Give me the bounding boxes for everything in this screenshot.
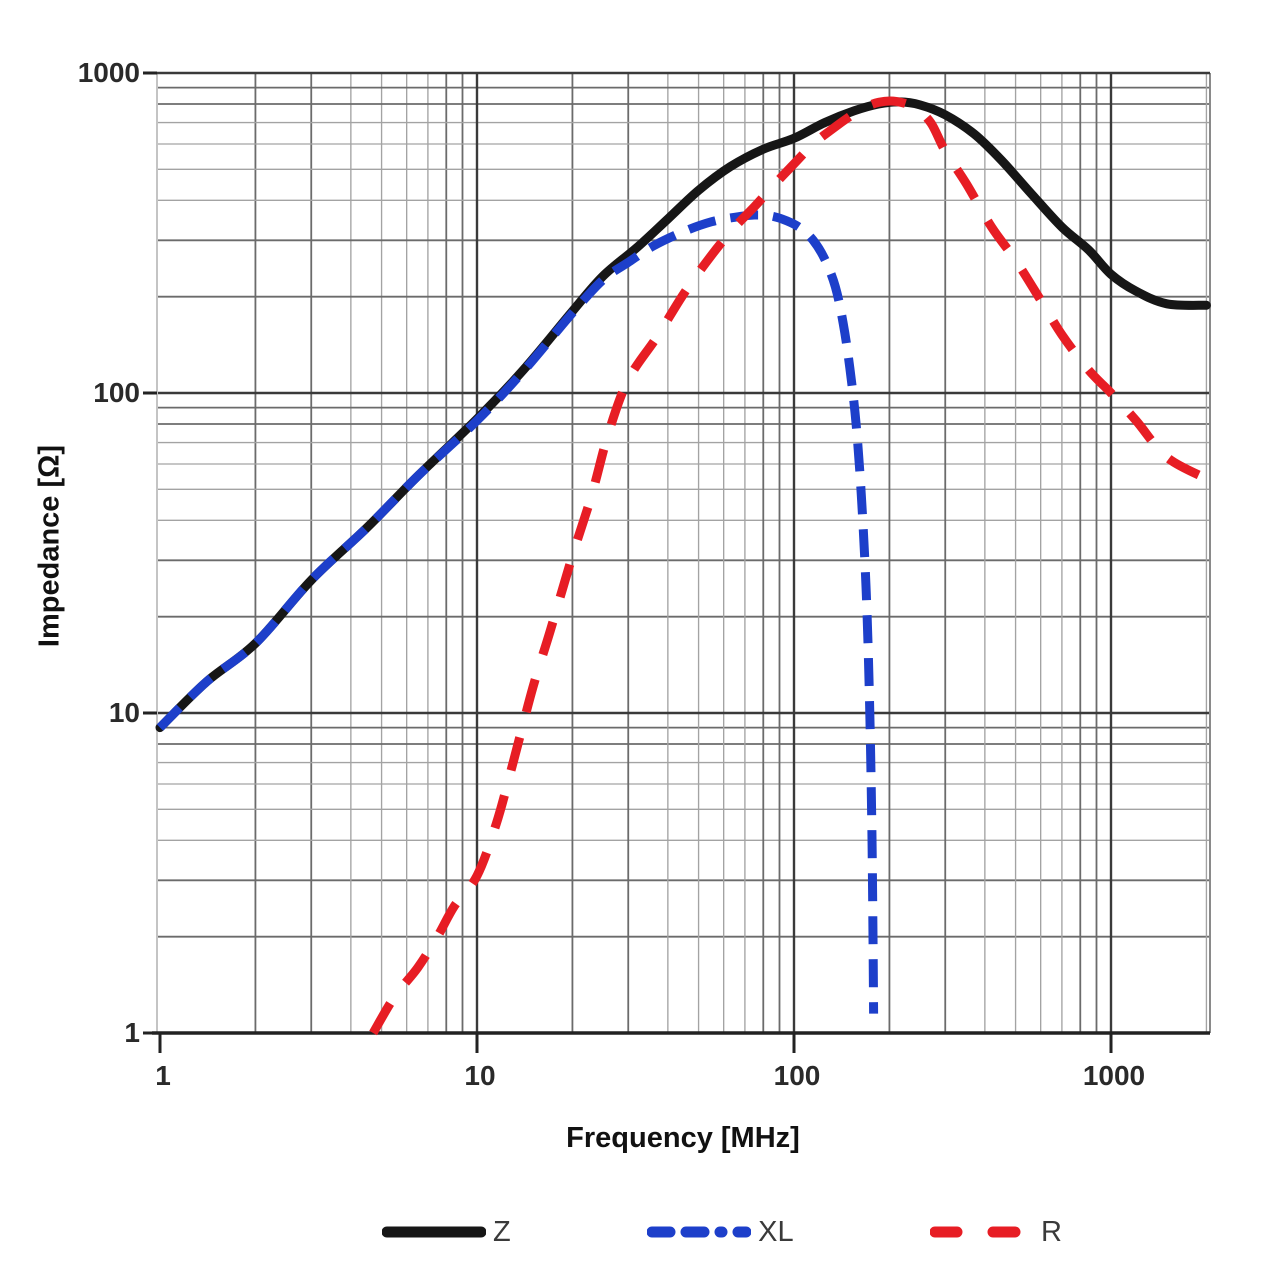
x-tick-label-1000: 1000 <box>1083 1060 1145 1091</box>
legend-swatch-z <box>382 1226 486 1238</box>
legend-item-r: R <box>930 1215 1062 1248</box>
x-axis-title: Frequency [MHz] <box>566 1122 800 1154</box>
legend: Z XL R <box>382 1208 1062 1256</box>
x-tick-label-10: 10 <box>464 1060 495 1091</box>
curves <box>155 96 1211 1036</box>
axes: 1 10 100 1000 1 10 100 1000 <box>78 57 1145 1091</box>
y-tick-label-1000: 1000 <box>78 57 140 88</box>
x-tick-label-100: 100 <box>774 1060 821 1091</box>
legend-swatch-r <box>930 1226 1035 1238</box>
y-axis-title: Impedance [Ω] <box>33 444 66 648</box>
legend-label-z: Z <box>493 1215 511 1248</box>
curve-r <box>369 96 1209 1036</box>
legend-item-xl: XL <box>647 1215 794 1248</box>
legend-item-z: Z <box>382 1215 511 1248</box>
y-tick-label-1: 1 <box>124 1017 140 1048</box>
y-tick-label-10: 10 <box>109 697 140 728</box>
x-tick-label-1: 1 <box>155 1060 171 1091</box>
legend-label-r: R <box>1041 1215 1062 1248</box>
legend-swatch-xl <box>647 1226 752 1238</box>
curve-xl <box>156 210 879 1014</box>
curve-z <box>155 97 1211 733</box>
legend-label-xl: XL <box>758 1215 794 1248</box>
y-tick-label-100: 100 <box>93 377 140 408</box>
